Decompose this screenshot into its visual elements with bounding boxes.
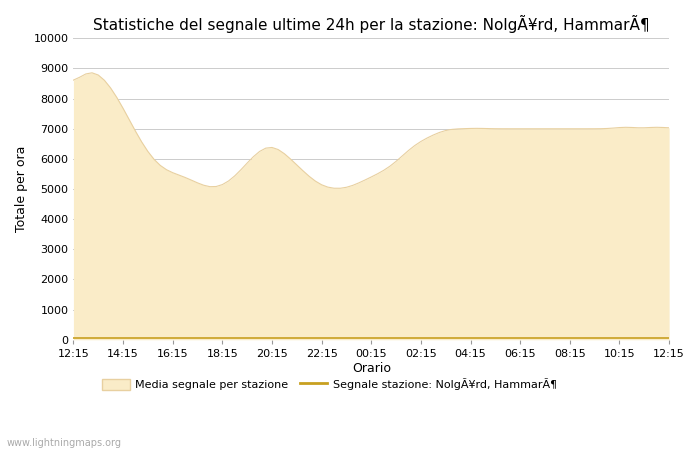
Y-axis label: Totale per ora: Totale per ora — [15, 146, 28, 232]
Text: www.lightningmaps.org: www.lightningmaps.org — [7, 438, 122, 448]
Title: Statistiche del segnale ultime 24h per la stazione: NolgÃ¥rd, HammarÃ¶: Statistiche del segnale ultime 24h per l… — [93, 15, 650, 33]
X-axis label: Orario: Orario — [352, 361, 391, 374]
Legend: Media segnale per stazione, Segnale stazione: NolgÃ¥rd, HammarÃ¶: Media segnale per stazione, Segnale staz… — [97, 374, 561, 395]
